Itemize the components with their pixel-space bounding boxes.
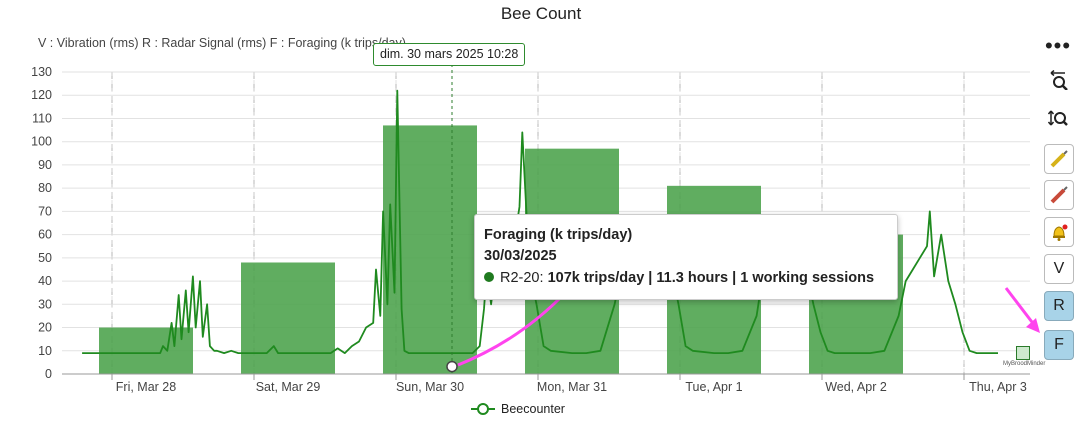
toggle-vibration-button[interactable]: V xyxy=(1044,254,1074,284)
tooltip-value: 107k trips/day | 11.3 hours | 1 working … xyxy=(547,270,875,286)
legend-item-beecounter[interactable]: Beecounter xyxy=(471,402,565,416)
brush-yellow-icon xyxy=(1050,150,1068,168)
bell-icon xyxy=(1053,224,1068,241)
x-tick-label: Sat, Mar 29 xyxy=(256,380,321,394)
y-tick-label: 80 xyxy=(38,181,52,195)
series-dot-icon xyxy=(484,272,494,282)
y-tick-label: 90 xyxy=(38,158,52,172)
annotation-arrowhead xyxy=(1026,318,1040,333)
tooltip-title: Foraging (k trips/day) xyxy=(484,227,633,243)
y-tick-label: 130 xyxy=(31,65,52,79)
x-tick-label: Fri, Mar 28 xyxy=(116,380,176,394)
alert-button[interactable] xyxy=(1044,217,1074,247)
y-tick-label: 70 xyxy=(38,204,52,218)
y-tick-label: 10 xyxy=(38,344,52,358)
tooltip-value-row: R2-20: 107k trips/day | 11.3 hours | 1 w… xyxy=(484,270,874,286)
tooltip-date: 30/03/2025 xyxy=(484,248,557,264)
annotation-arrow xyxy=(457,290,568,367)
zoom-y-icon xyxy=(1048,110,1068,126)
toggle-radar-button[interactable]: R xyxy=(1044,291,1074,321)
data-tooltip: Foraging (k trips/day) 30/03/2025 R2-20:… xyxy=(474,214,898,300)
x-tick-label: Tue, Apr 1 xyxy=(685,380,742,394)
toggle-foraging-button[interactable]: F xyxy=(1044,330,1074,360)
x-tick-label: Mon, Mar 31 xyxy=(537,380,607,394)
hover-point xyxy=(446,360,458,373)
brush-red-icon xyxy=(1050,186,1068,204)
menu-button[interactable]: ••• xyxy=(1044,33,1072,58)
foraging-bar xyxy=(241,262,335,374)
y-tick-label: 40 xyxy=(38,274,52,288)
tooltip-series-name: R2-20: xyxy=(500,270,544,286)
brush-red-button[interactable] xyxy=(1044,180,1074,210)
x-tick-label: Sun, Mar 30 xyxy=(396,380,464,394)
y-tick-label: 30 xyxy=(38,297,52,311)
chart-subtitle: V : Vibration (rms) R : Radar Signal (rm… xyxy=(38,36,406,50)
zoom-x-button[interactable] xyxy=(1044,66,1072,94)
y-tick-label: 100 xyxy=(31,135,52,149)
y-tick-label: 20 xyxy=(38,321,52,335)
annotation-arrow xyxy=(1004,287,1037,327)
y-tick-label: 60 xyxy=(38,228,52,242)
x-tick-label: Wed, Apr 2 xyxy=(825,380,887,394)
x-tick-label: Thu, Apr 3 xyxy=(969,380,1027,394)
brush-yellow-button[interactable] xyxy=(1044,144,1074,174)
y-tick-label: 110 xyxy=(32,111,52,125)
y-tick-label: 120 xyxy=(31,88,52,102)
crosshair-date-label: dim. 30 mars 2025 10:28 xyxy=(373,43,526,66)
y-tick-label: 50 xyxy=(38,251,52,265)
y-tick-label: 0 xyxy=(45,367,52,381)
hive-logo-icon xyxy=(1016,346,1030,360)
zoom-y-button[interactable] xyxy=(1044,104,1072,132)
zoom-x-icon xyxy=(1050,70,1068,90)
foraging-bar xyxy=(99,327,193,374)
chart-title: Bee Count xyxy=(500,4,582,23)
legend-label: Beecounter xyxy=(501,402,565,416)
brand-watermark: MyBroodMinder xyxy=(1003,346,1045,367)
legend-line-icon xyxy=(471,403,495,415)
